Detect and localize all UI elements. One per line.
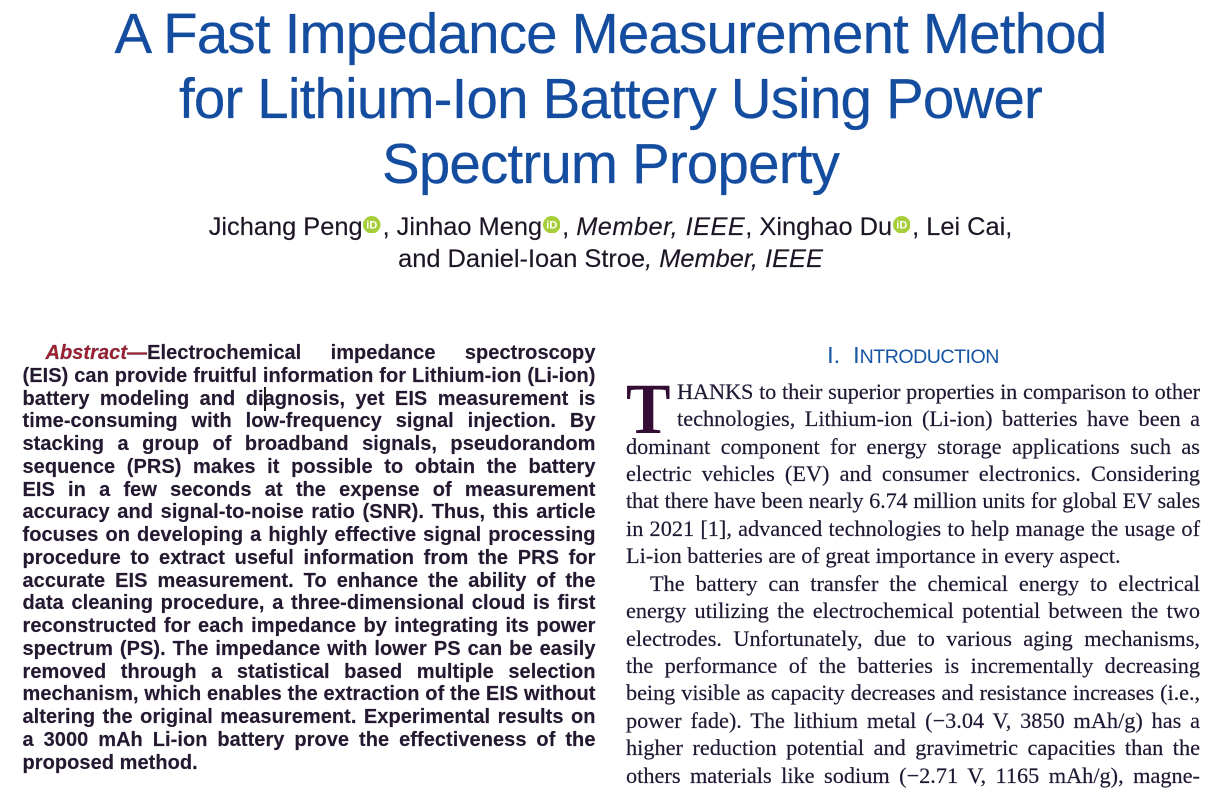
svg-text:iD: iD: [366, 219, 377, 231]
svg-text:iD: iD: [546, 219, 557, 231]
svg-text:iD: iD: [896, 219, 907, 231]
